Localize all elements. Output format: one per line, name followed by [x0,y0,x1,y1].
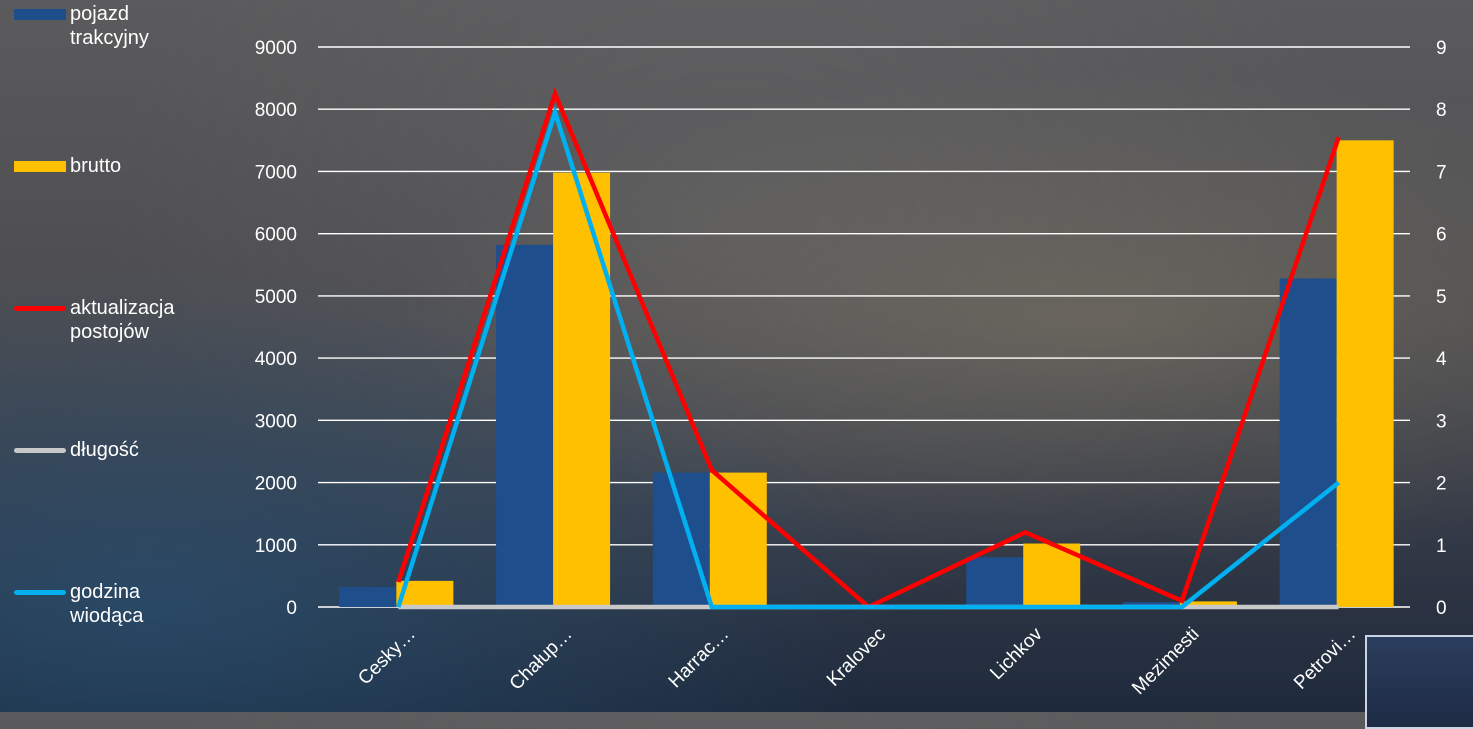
y-right-tick-labels: 0 1 2 3 4 5 6 7 8 9 [1436,38,1447,619]
y-left-tick-label: 9000 [255,38,297,59]
bar-pojazd-trakcyjny [496,244,554,607]
y-right-tick-label: 0 [1436,598,1447,619]
legend: pojazd trakcyjny brutto aktualizacja posto… [0,0,230,712]
bar-brutto [1336,140,1394,608]
bar-pojazd-trakcyjny [966,557,1024,607]
series-lines [396,87,1341,610]
line-godzina-wiodąca [396,104,1341,610]
legend-swatch [14,306,66,311]
y-right-tick-label: 3 [1436,411,1447,432]
x-tick-label: Petrovi… [1290,624,1360,694]
legend-item: pojazd trakcyjny [14,2,220,50]
y-right-tick-label: 7 [1436,162,1447,183]
y-right-tick-label: 8 [1436,100,1447,121]
legend-swatch [14,9,66,20]
y-left-tick-label: 0 [286,598,297,619]
legend-swatch [14,590,66,595]
y-left-tick-label: 8000 [255,100,297,121]
y-right-tick-label: 2 [1436,474,1447,495]
legend-label: brutto [70,155,122,177]
y-left-tick-label: 3000 [255,411,297,432]
y-right-tick-label: 1 [1436,536,1447,557]
x-tick-label: Cesky… [354,624,420,690]
corner-panel [1365,635,1473,729]
y-left-tick-labels: 0 1000 2000 3000 4000 5000 6000 7000 8000 9000 [255,38,297,619]
bar-pojazd-trakcyjny [1122,602,1180,607]
y-right-tick-label: 9 [1436,38,1447,59]
chart: 0 1000 2000 3000 4000 5000 6000 7000 8000 9000 0 1… [255,38,1447,699]
legend-item: brutto [14,154,220,178]
x-tick-label: Kralovec [823,624,890,691]
bar-brutto [1179,601,1237,607]
legend-item: długość [14,438,220,462]
y-right-tick-label: 6 [1436,225,1447,246]
y-left-tick-label: 5000 [255,287,297,308]
y-left-tick-label: 7000 [255,162,297,183]
y-left-tick-label: 2000 [255,474,297,495]
legend-item: aktualizacja postojów [14,296,220,344]
legend-label: długość [70,439,139,461]
y-left-tick-label: 4000 [255,349,297,370]
bars [339,140,1394,608]
bar-pojazd-trakcyjny [1279,278,1337,607]
x-tick-label: Harrac… [665,624,734,693]
legend-label: pojazd trakcyjny [70,3,149,49]
legend-swatch [14,448,66,453]
bar-pojazd-trakcyjny [339,587,397,607]
y-left-tick-label: 1000 [255,536,297,557]
bar-brutto [553,172,611,607]
x-tick-labels: Cesky… Chałup… Harrac… Kralovec Lichkov Mezim… [354,623,1360,699]
x-tick-label: Mezimesti [1128,624,1203,699]
legend-label: aktualizacja postojów [70,297,175,343]
legend-swatch [14,161,66,172]
bar-pojazd-trakcyjny [652,472,710,607]
y-right-tick-label: 4 [1436,349,1447,370]
y-right-tick-label: 5 [1436,287,1447,308]
y-left-tick-label: 6000 [255,225,297,246]
x-tick-label: Chałup… [506,624,577,695]
x-tick-label: Lichkov [986,623,1047,684]
legend-label: godzina wiodąca [70,581,144,627]
legend-item: godzina wiodąca [14,580,220,628]
